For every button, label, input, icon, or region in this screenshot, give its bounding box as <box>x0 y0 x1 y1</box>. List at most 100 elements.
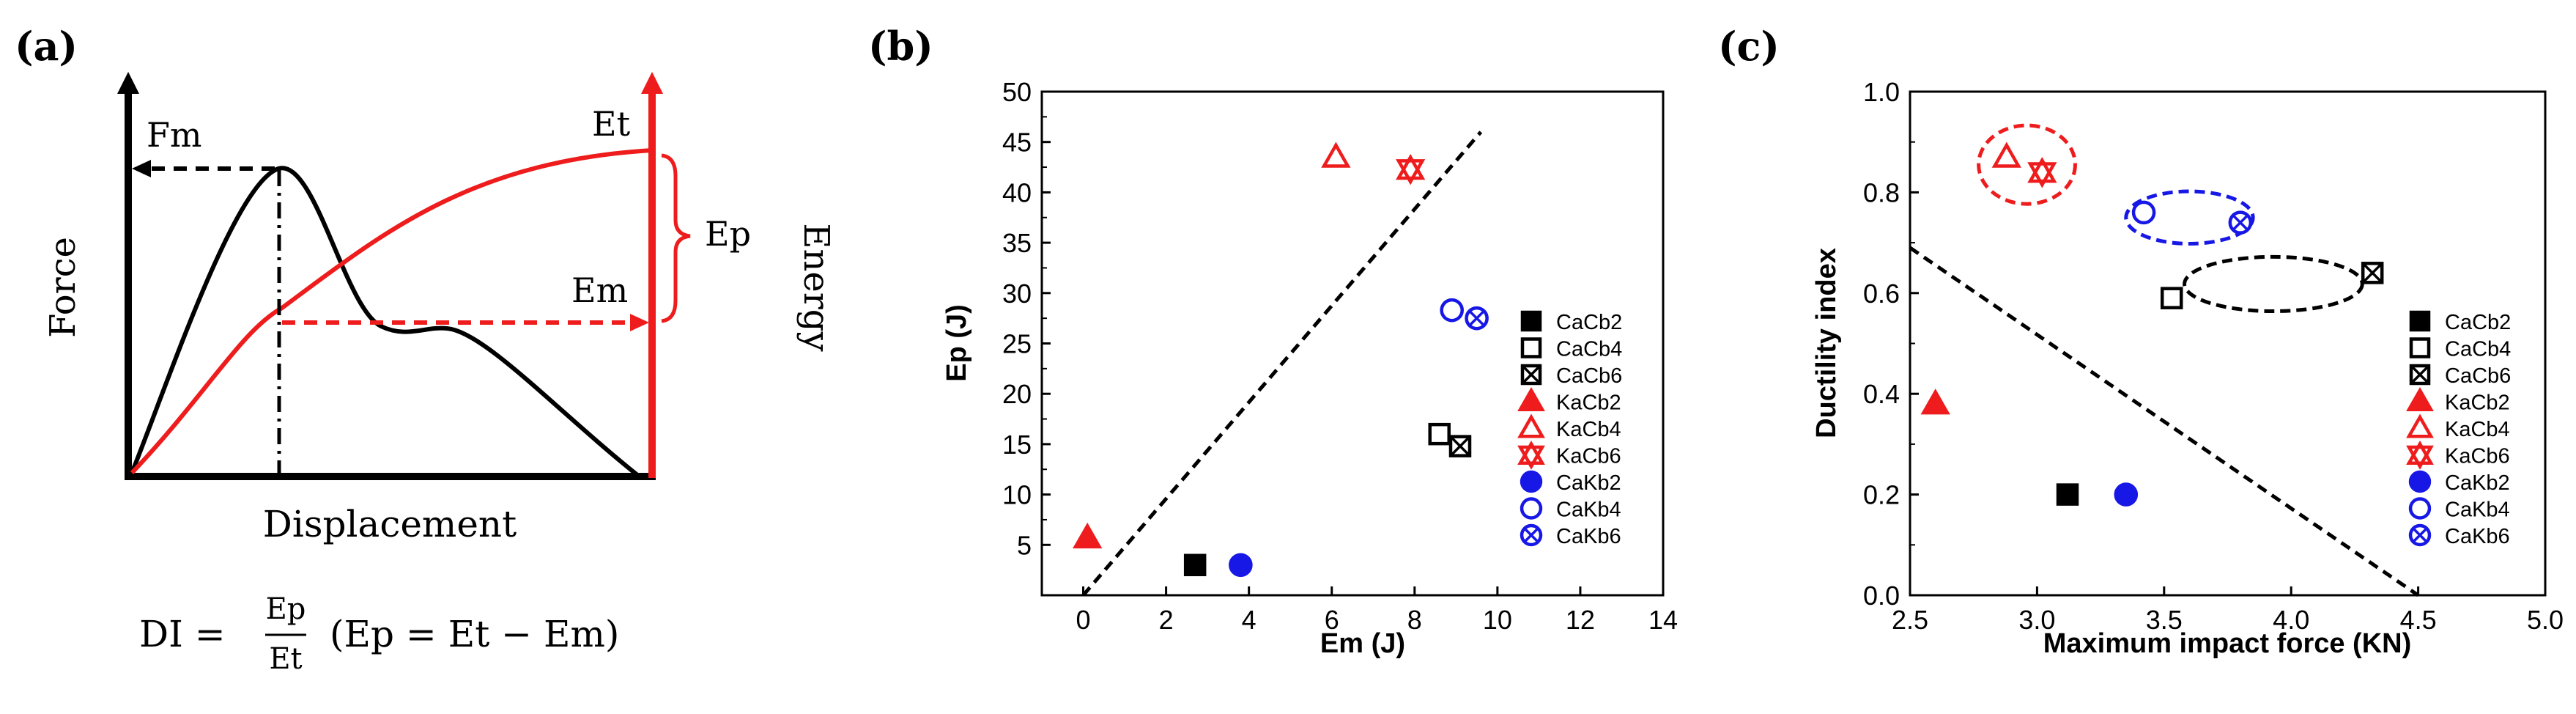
data-point-KaCb2 <box>1073 522 1103 549</box>
x-tick-labels-c: 2.5 3.0 3.5 4.0 4.5 5.0 <box>1892 605 2564 635</box>
y-tick-label: 5 <box>1017 530 1032 560</box>
panel-c-chart: (c) 0.0 0.2 0.4 0.6 0.8 1.0 2.5 3.0 3.5 … <box>1718 23 2564 659</box>
legend-label: CaCb2 <box>1556 311 1622 334</box>
x-tick-label: 2.5 <box>1892 605 1928 635</box>
legend-label: KaCb4 <box>2445 418 2510 441</box>
legend-marker-CaCb4 <box>2409 337 2431 358</box>
legend-label: KaCb6 <box>2445 445 2510 468</box>
schematic-energy-axis-arrow <box>641 72 663 94</box>
y-tick-label: 1.0 <box>1863 77 1900 107</box>
legend-label: CaCb2 <box>2445 311 2511 334</box>
y-tick-label: 35 <box>1002 228 1032 258</box>
data-point-CaCb6 <box>1448 435 1472 457</box>
panel-label-c: (c) <box>1718 23 1780 70</box>
legend-marker-KaCb6 <box>1517 440 1545 470</box>
legend-marker-CaCb2 <box>2409 310 2431 332</box>
legend-label: CaCb4 <box>1556 338 1622 361</box>
x-tick-label: 4.0 <box>2273 605 2309 635</box>
panel-label-b: (b) <box>868 23 933 70</box>
panel-b-chart: (b) 5 10 15 20 25 30 35 40 45 50 0 2 4 6… <box>868 23 1678 659</box>
data-point-CaKb2 <box>1229 553 1253 578</box>
y-tick-label: 25 <box>1002 329 1032 359</box>
legend-label: CaKb4 <box>1556 498 1621 522</box>
energy-curve <box>130 148 653 475</box>
force-displacement-curve <box>130 166 639 477</box>
x-axis-label-b: Em (J) <box>1320 628 1405 659</box>
fm-arrowhead <box>132 160 151 177</box>
y-tick-label: 50 <box>1002 77 1032 107</box>
y-tick-label: 0.4 <box>1863 379 1900 409</box>
legend-marker-CaKb2 <box>2408 470 2432 493</box>
group-ellipses-c <box>1977 123 2364 314</box>
x-tick-label: 14 <box>1648 605 1678 635</box>
formula-lhs: DI = <box>139 613 226 655</box>
schematic-force-axis-arrow <box>117 72 139 94</box>
x-tick-label: 6 <box>1325 605 1339 635</box>
y-tick-label: 10 <box>1002 480 1032 510</box>
formula-rhs: (Ep = Et − Em) <box>330 613 619 655</box>
data-point-CaKb4 <box>2131 200 2156 225</box>
data-point-CaKb2 <box>2114 482 2139 507</box>
legend-label: CaCb6 <box>2445 364 2511 388</box>
legend-marker-KaCb4 <box>1517 413 1545 438</box>
legend-marker-CaKb2 <box>1520 470 1543 493</box>
data-point-CaCb4 <box>1428 422 1451 446</box>
legend-marker-KaCb2 <box>2406 386 2434 411</box>
red-group-ellipse <box>1977 123 2077 206</box>
y-axis-label-b: Ep (J) <box>941 304 972 382</box>
ductility-formula: DI = Ep Et (Ep = Et − Em) <box>139 592 619 676</box>
legend-marker-CaCb6 <box>1520 364 1542 386</box>
legend-c: CaCb2 CaCb4 CaCb6 KaCb2 KaCb4 KaCb6 CaKb… <box>2406 310 2511 548</box>
legend-label: CaCb4 <box>2445 338 2511 361</box>
data-point-KaCb6 <box>2027 157 2057 188</box>
black-group-ellipse <box>2183 254 2364 314</box>
y-tick-label: 0.8 <box>1863 177 1900 207</box>
legend-marker-CaCb6 <box>2409 364 2431 386</box>
legend-label: CaKb2 <box>1556 471 1621 495</box>
x-tick-label: 5.0 <box>2527 605 2564 635</box>
x-tick-label: 3.0 <box>2018 605 2055 635</box>
reference-line-c <box>1909 246 2420 597</box>
data-point-CaCb6 <box>2361 262 2384 284</box>
data-points-b <box>1073 141 1489 578</box>
data-point-KaCb6 <box>1396 154 1426 185</box>
legend-label: KaCb2 <box>1556 391 1621 415</box>
ep-label: Ep <box>705 214 751 254</box>
fm-label: Fm <box>147 115 202 155</box>
y-tick-label: 20 <box>1002 379 1032 409</box>
y-tick-label: 30 <box>1002 279 1032 309</box>
legend-marker-CaCb2 <box>1520 310 1542 332</box>
data-point-KaCb2 <box>1920 389 1950 415</box>
x-axis-label-c: Maximum impact force (KN) <box>2043 628 2412 659</box>
x-tick-label: 8 <box>1407 605 1422 635</box>
x-tick-labels-b: 0 2 4 6 8 10 12 14 <box>1076 605 1679 635</box>
y-tick-label: 0.2 <box>1863 480 1900 510</box>
x-tick-label: 3.5 <box>2146 605 2183 635</box>
data-point-CaCb2 <box>1183 553 1207 577</box>
reference-line-b <box>1081 130 1483 597</box>
legend-marker-KaCb4 <box>2406 413 2434 438</box>
data-point-CaCb4 <box>2160 287 2183 309</box>
schematic-y2-label: Energy <box>796 223 837 351</box>
y-tick-labels-c: 0.0 0.2 0.4 0.6 0.8 1.0 <box>1863 77 1900 611</box>
legend-label: KaCb4 <box>1556 418 1621 441</box>
data-point-CaCb2 <box>2056 483 2079 506</box>
legend-label: CaKb2 <box>2445 471 2510 495</box>
y-tick-labels-b: 5 10 15 20 25 30 35 40 45 50 <box>1002 77 1032 560</box>
legend-marker-CaCb4 <box>1520 337 1542 358</box>
y-tick-label: 40 <box>1002 177 1032 207</box>
x-tick-label: 4.5 <box>2400 605 2437 635</box>
y-tick-label: 0.6 <box>1863 279 1900 309</box>
legend-label: CaCb6 <box>1556 364 1622 388</box>
legend-label: CaKb6 <box>1556 525 1621 548</box>
legend-marker-CaKb6 <box>1520 523 1543 547</box>
y-tick-label: 0.0 <box>1863 581 1900 611</box>
et-label: Et <box>592 104 631 144</box>
ep-brace <box>661 153 691 323</box>
x-tick-label: 0 <box>1076 605 1091 635</box>
data-point-KaCb4 <box>1991 141 2021 168</box>
data-point-KaCb4 <box>1321 141 1351 168</box>
legend-marker-CaKb4 <box>1520 497 1543 520</box>
data-point-CaKb4 <box>1440 298 1464 323</box>
